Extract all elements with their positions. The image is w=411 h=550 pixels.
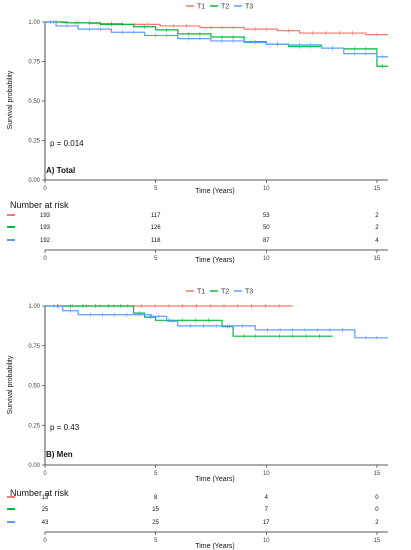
y-tick-label: 0.25 <box>28 423 40 429</box>
x-tick-label: 5 <box>154 186 158 192</box>
risk-axis-a: 0 5 10 15 <box>43 249 388 262</box>
risk-axis-tick-label: 10 <box>263 256 270 262</box>
axes-b: 0.00 0.25 0.50 0.75 1.00 0 5 10 15 <box>28 304 388 477</box>
x-tick-label: 10 <box>263 186 270 192</box>
y-tick-label: 1.00 <box>28 20 40 26</box>
risk-value: 25 <box>152 520 159 526</box>
risk-value: 117 <box>151 213 161 219</box>
risk-axis-tick-label: 15 <box>374 256 381 262</box>
legend-b: T1 T2 T3 <box>186 289 253 296</box>
legend-label-t3: T3 <box>245 4 253 11</box>
risk-value: 118 <box>151 238 161 244</box>
survival-curve-t2 <box>45 305 333 337</box>
risk-value: 126 <box>151 225 162 231</box>
risk-value: 4 <box>265 495 269 501</box>
risk-value: 43 <box>42 520 49 526</box>
y-tick-label: 0.50 <box>28 384 40 390</box>
risk-rows-a: 193 117 53 2 193 126 50 2 192 118 87 4 <box>7 213 379 244</box>
risk-value: 8 <box>154 495 158 501</box>
risk-axis-tick-label: 5 <box>154 256 158 262</box>
x-axis-title-b: Time (Years) <box>195 476 235 483</box>
x-tick-label: 15 <box>374 471 381 477</box>
legend-label-t2: T2 <box>221 4 229 11</box>
risk-value: 13 <box>42 495 49 501</box>
axes-a: 0.00 0.25 0.50 0.75 1.00 0 5 10 15 <box>28 20 388 192</box>
legend-label-t1: T1 <box>197 4 205 11</box>
risk-value: 15 <box>152 507 159 513</box>
risk-value: 17 <box>263 520 270 526</box>
risk-axis-tick-label: 5 <box>154 538 158 544</box>
risk-rows-b: 13 8 4 0 25 15 7 0 43 25 17 2 <box>7 495 379 526</box>
risk-value: 0 <box>375 507 379 513</box>
risk-axis-tick-label: 0 <box>43 256 47 262</box>
panel-label-a: A) Total <box>46 166 75 175</box>
legend-label-t1-b: T1 <box>197 289 205 296</box>
risk-axis-tick-label: 10 <box>263 538 270 544</box>
risk-value: 4 <box>375 238 379 244</box>
risk-value: 50 <box>263 225 270 231</box>
risk-value: 87 <box>263 238 270 244</box>
risk-value: 53 <box>263 213 270 219</box>
x-tick-label: 5 <box>154 471 158 477</box>
x-axis-title-a: Time (Years) <box>195 188 235 195</box>
risk-x-title-a: Time (Years) <box>195 257 235 264</box>
y-tick-label: 0.75 <box>28 60 40 66</box>
y-tick-label: 1.00 <box>28 304 40 310</box>
risk-value: 0 <box>375 495 379 501</box>
risk-value: 2 <box>375 213 379 219</box>
curves-a <box>45 20 388 69</box>
risk-title-a: Number at risk <box>10 200 69 210</box>
panel-b-plot: T1 T2 T3 Survival probability Time (Year… <box>7 289 388 483</box>
y-tick-label: 0.75 <box>28 344 40 350</box>
survival-curve-t1 <box>45 21 388 36</box>
risk-title-b: Number at risk <box>10 488 69 498</box>
risk-value: 193 <box>40 225 51 231</box>
risk-value: 192 <box>40 238 51 244</box>
p-value-b: p = 0.43 <box>50 423 80 432</box>
y-tick-label: 0.00 <box>28 463 40 469</box>
panel-label-b: B) Men <box>46 450 73 459</box>
risk-value: 2 <box>375 520 379 526</box>
x-tick-label: 0 <box>43 471 47 477</box>
risk-x-title-b: Time (Years) <box>195 543 235 550</box>
risk-axis-tick-label: 15 <box>374 538 381 544</box>
legend-label-t2-b: T2 <box>221 289 229 296</box>
y-tick-label: 0.50 <box>28 99 40 105</box>
x-tick-label: 15 <box>374 186 381 192</box>
curves-b <box>45 304 388 340</box>
risk-table-b: Number at risk 13 8 4 0 25 15 7 0 43 25 17 2 0 5 10 15… <box>7 488 388 550</box>
p-value-a: p = 0.014 <box>50 139 84 148</box>
y-tick-label: 0.25 <box>28 139 40 145</box>
x-tick-label: 0 <box>43 186 47 192</box>
survival-curve-t3 <box>45 305 388 339</box>
panel-a-plot: T1 T2 T3 Survival probability Time (Year… <box>7 4 388 195</box>
legend-label-t3-b: T3 <box>245 289 253 296</box>
risk-value: 2 <box>375 225 379 231</box>
risk-axis-tick-label: 0 <box>43 538 47 544</box>
legend-a: T1 T2 T3 <box>186 4 253 11</box>
risk-value: 25 <box>42 507 49 513</box>
risk-axis-b: 0 5 10 15 <box>43 531 388 544</box>
y-axis-title-a: Survival probability <box>7 70 14 129</box>
x-tick-label: 10 <box>263 471 270 477</box>
y-axis-title-b: Survival probability <box>7 355 14 414</box>
survival-curve-t3 <box>45 21 388 58</box>
risk-value: 193 <box>40 213 51 219</box>
y-tick-label: 0.00 <box>28 178 40 184</box>
risk-value: 7 <box>265 507 269 513</box>
